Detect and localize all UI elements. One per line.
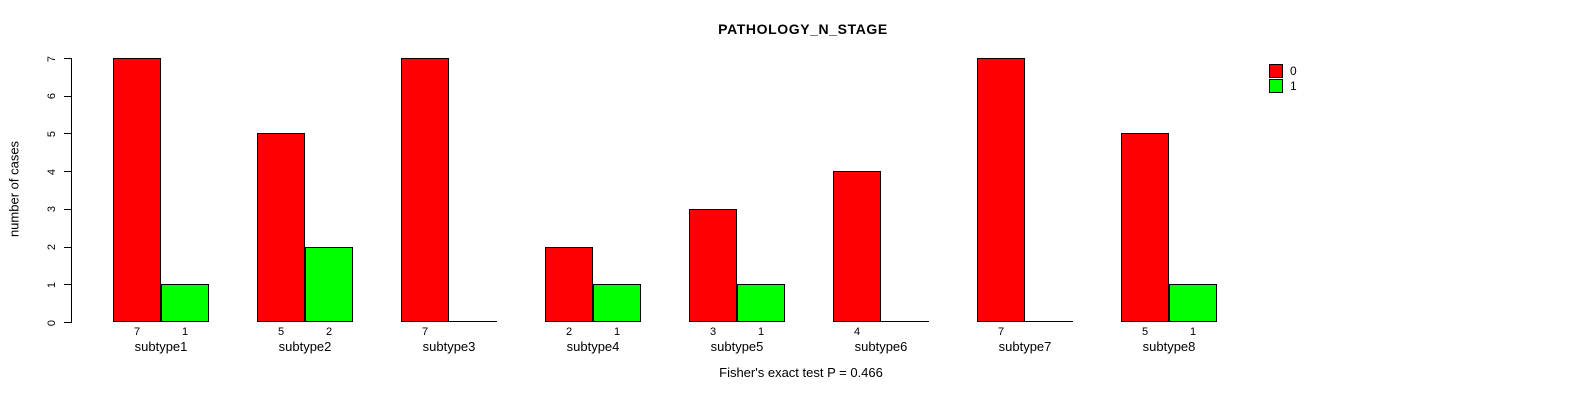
category-label: subtype6 (854, 339, 908, 354)
category-label: subtype7 (998, 339, 1052, 354)
bar-count-label: 5 (277, 326, 285, 338)
bar-series-0 (1121, 133, 1169, 322)
bar-series-1-zero (881, 321, 929, 322)
category-label: subtype5 (710, 339, 764, 354)
y-axis-tick (64, 58, 71, 59)
bar-count-label: 1 (757, 326, 765, 338)
bar-count-label: 7 (133, 326, 141, 338)
bar-series-0 (257, 133, 305, 322)
bar-series-1 (593, 284, 641, 322)
bar-count-label: 2 (325, 326, 333, 338)
legend-label: 0 (1290, 63, 1297, 78)
y-axis-tick-label: 0 (46, 319, 58, 326)
y-axis-line (71, 58, 72, 323)
bar-count-label: 7 (997, 326, 1005, 338)
legend-swatch-1 (1269, 78, 1283, 93)
bar-count-label: 3 (709, 326, 717, 338)
y-axis-tick-label: 7 (46, 55, 58, 62)
bar-count-label: 2 (565, 326, 573, 338)
bar-series-1-zero (449, 321, 497, 322)
category-label: subtype4 (566, 339, 620, 354)
bar-series-0 (689, 209, 737, 322)
y-axis-tick (64, 284, 71, 286)
legend-swatch-0 (1269, 63, 1283, 78)
legend-item: 1 (1269, 78, 1297, 93)
bar-series-0 (401, 58, 449, 322)
y-axis-tick-label: 2 (46, 244, 58, 251)
category-label: subtype2 (278, 339, 332, 354)
y-axis-tick (64, 208, 71, 210)
bar-count-label: 1 (181, 326, 189, 338)
y-axis-tick (64, 171, 71, 173)
fisher-test-annotation: Fisher's exact test P = 0.466 (719, 365, 883, 380)
bar-count-label: 1 (613, 326, 621, 338)
legend-label: 1 (1290, 78, 1297, 93)
category-label: subtype1 (134, 339, 188, 354)
bar-series-0 (833, 171, 881, 322)
bar-count-label: 1 (1189, 326, 1197, 338)
chart-title: PATHOLOGY_N_STAGE (718, 21, 888, 37)
bar-count-label: 7 (421, 326, 429, 338)
bar-series-0 (977, 58, 1025, 322)
y-axis-tick-label: 3 (46, 206, 58, 213)
bar-series-0 (545, 247, 593, 322)
bar-series-1 (737, 284, 785, 322)
bar-series-1 (161, 284, 209, 322)
category-label: subtype8 (1142, 339, 1196, 354)
bar-series-1 (305, 247, 353, 322)
legend-item: 0 (1269, 63, 1297, 78)
y-axis-tick-label: 4 (46, 168, 58, 175)
y-axis-tick (64, 133, 71, 135)
bar-count-label: 5 (1141, 326, 1149, 338)
y-axis-tick-label: 5 (46, 130, 58, 137)
bar-series-0 (113, 58, 161, 322)
y-axis-tick (64, 246, 71, 248)
y-axis-tick-label: 1 (46, 281, 58, 288)
y-axis-tick (64, 95, 71, 97)
bar-series-1 (1169, 284, 1217, 322)
category-label: subtype3 (422, 339, 476, 354)
y-axis-tick (64, 322, 71, 323)
bar-series-1-zero (1025, 321, 1073, 322)
bar-count-label: 4 (853, 326, 861, 338)
y-axis-tick-label: 6 (46, 93, 58, 100)
